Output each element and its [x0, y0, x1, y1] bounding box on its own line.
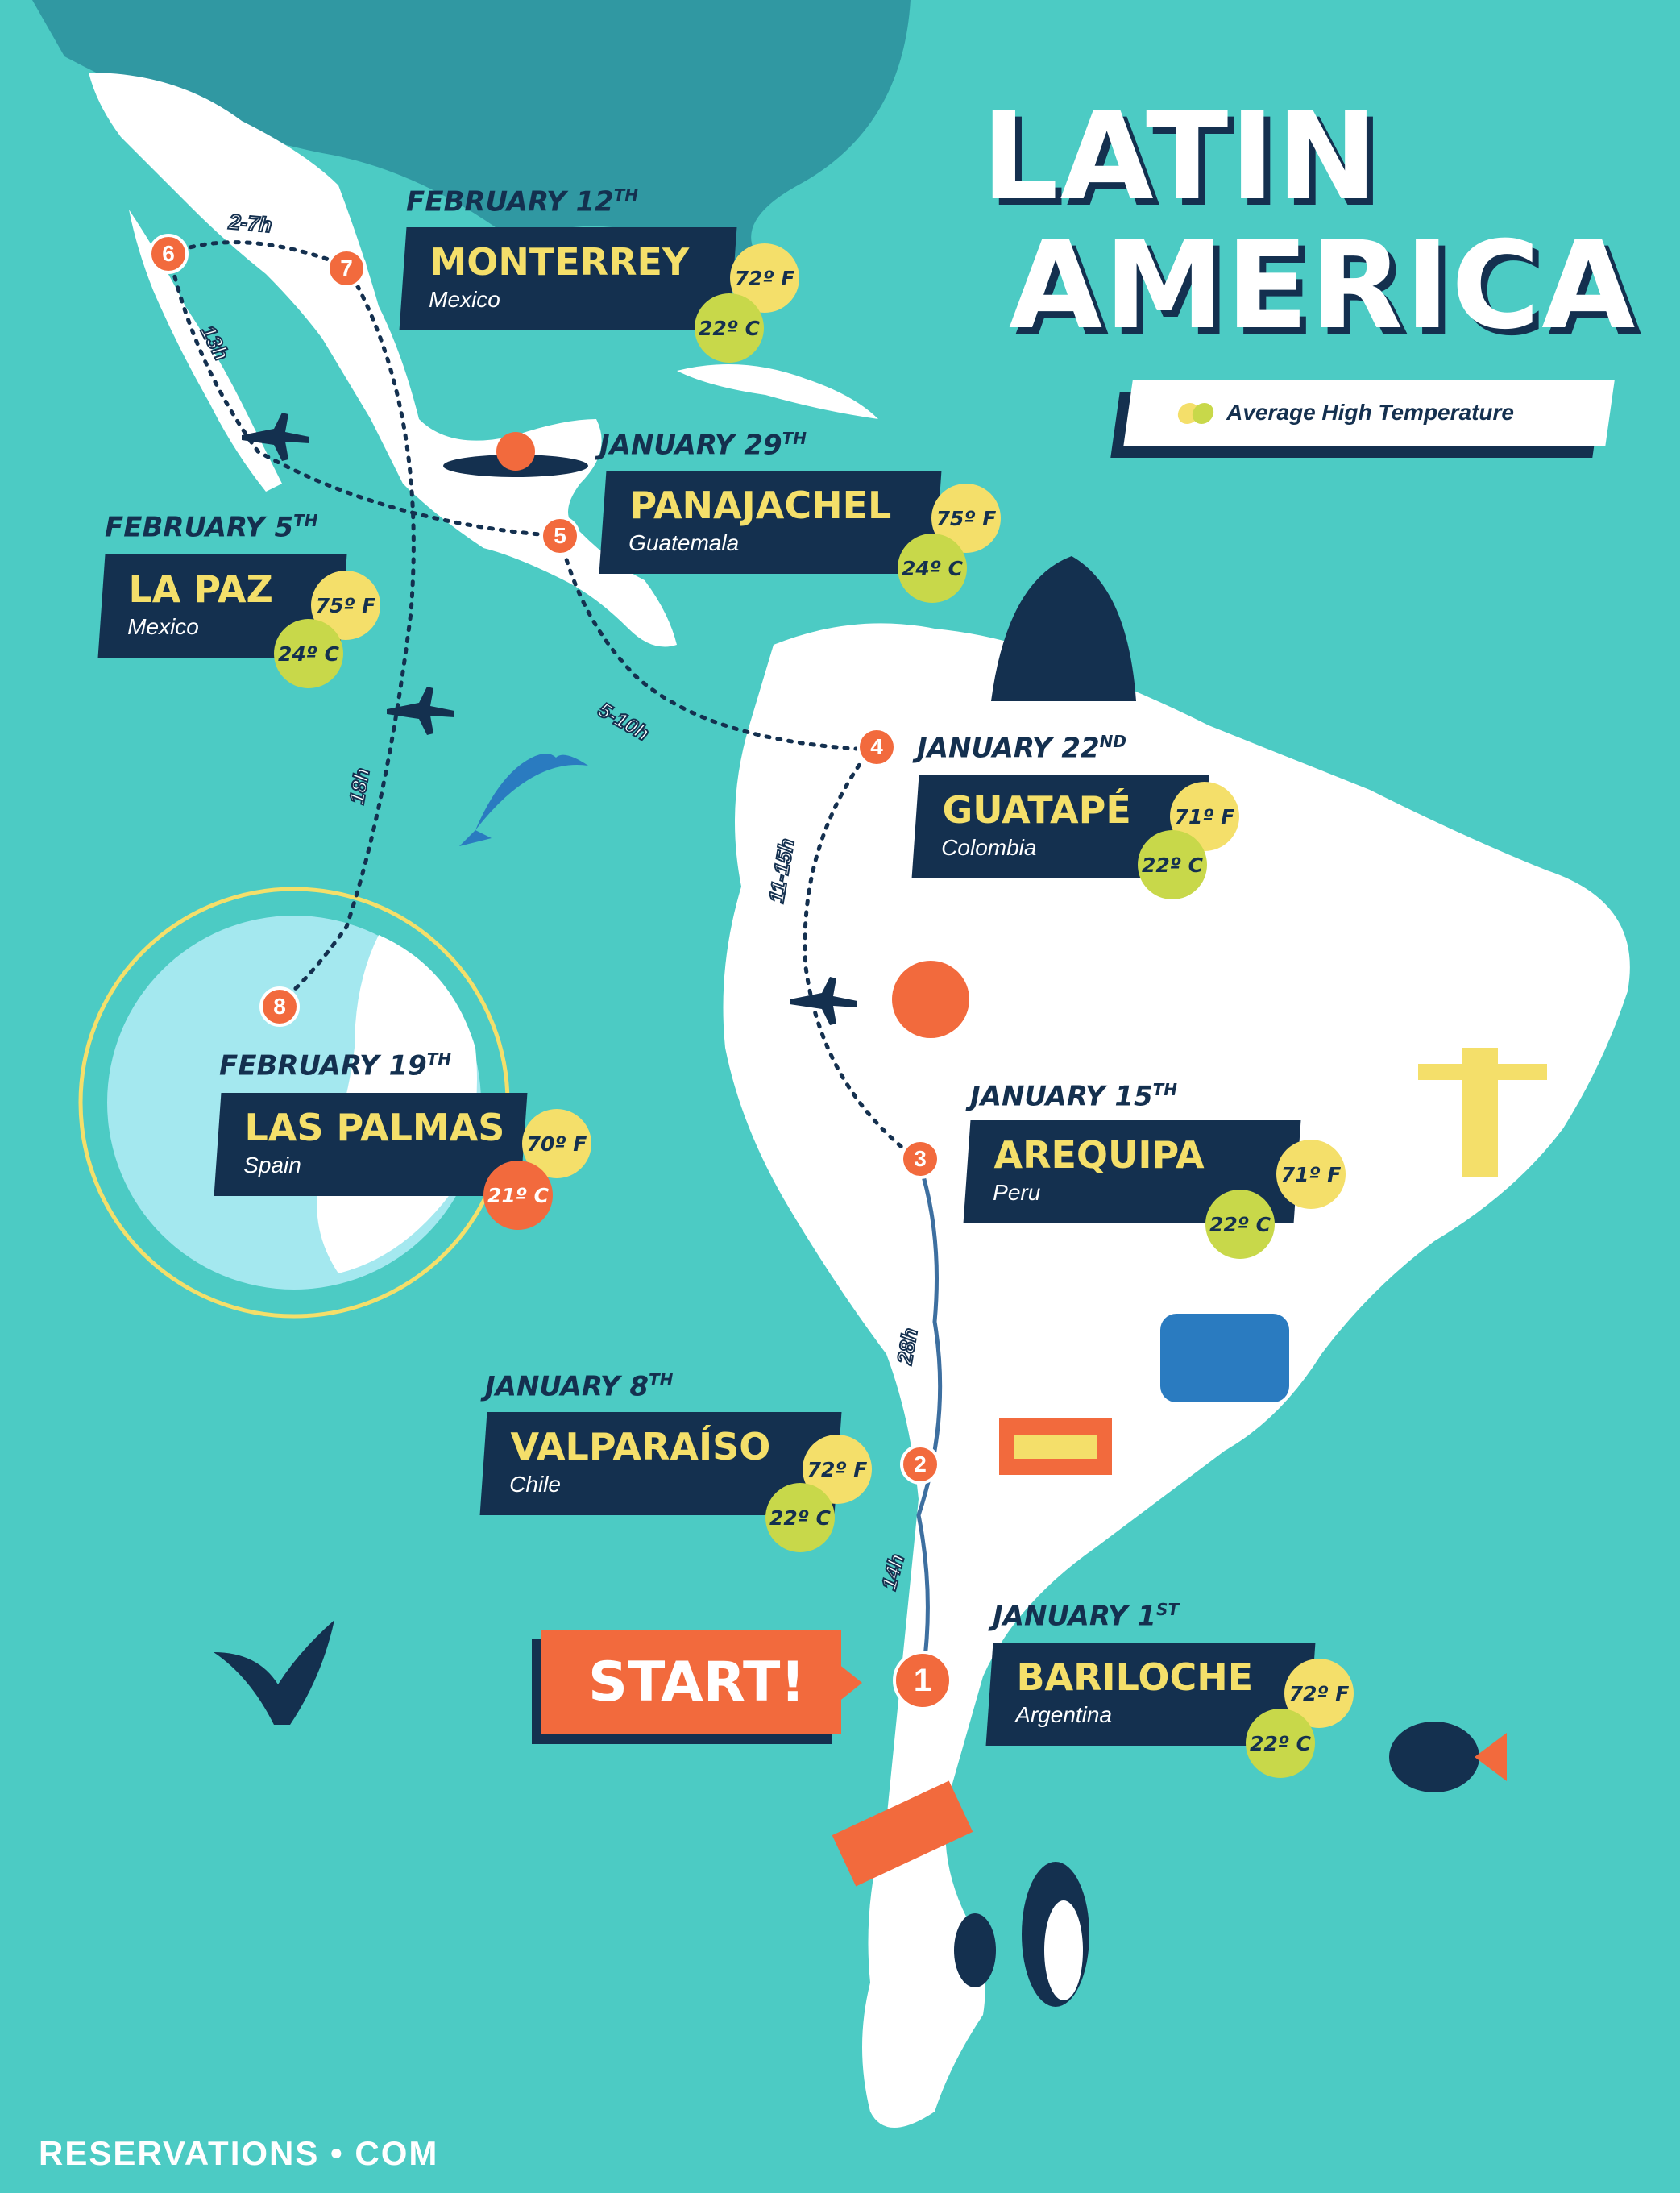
- stop-card-8[interactable]: LAS PALMAS Spain: [214, 1093, 528, 1196]
- shark-icon: [459, 754, 588, 846]
- country-name: Guatemala: [628, 530, 740, 555]
- title-line-1: LATIN: [981, 87, 1379, 227]
- pumpkin-icon: [892, 961, 969, 1038]
- stop-date-2: JANUARY 8TH: [485, 1370, 674, 1403]
- stop-marker-2[interactable]: 2: [900, 1444, 940, 1485]
- anglerfish-icon: [1389, 1722, 1479, 1792]
- country-name: Chile: [509, 1472, 561, 1497]
- city-name: MONTERREY: [429, 240, 690, 284]
- stop-date-7: FEBRUARY 12TH: [406, 185, 639, 218]
- stop-marker-1[interactable]: 1: [893, 1651, 952, 1710]
- temp-c-badge: 24º C: [898, 534, 967, 603]
- country-name: Peru: [993, 1180, 1041, 1205]
- start-pointer: [838, 1663, 862, 1702]
- north-america-land: [89, 73, 677, 647]
- temp-f-badge: 71º F: [1276, 1140, 1346, 1209]
- stop-marker-3[interactable]: 3: [900, 1139, 940, 1179]
- start-banner: START!: [541, 1630, 841, 1734]
- route-4-5: [558, 534, 873, 752]
- stop-date-3: JANUARY 15TH: [970, 1080, 1178, 1113]
- route-6-7: [167, 240, 349, 268]
- legend-label: Average High Temperature: [1226, 400, 1514, 425]
- stop-marker-8[interactable]: 8: [259, 986, 300, 1027]
- baja-california: [129, 210, 282, 492]
- stop-date-5: JANUARY 29TH: [599, 429, 807, 462]
- airplane-icon-2: [387, 687, 454, 735]
- city-name: VALPARAÍSO: [510, 1425, 771, 1468]
- brand-logo[interactable]: RESERVATIONS • COM: [39, 2134, 439, 2172]
- stop-date-1: JANUARY 1ST: [993, 1600, 1180, 1633]
- country-name: Mexico: [127, 614, 199, 639]
- penguin-small-icon: [954, 1913, 996, 1987]
- city-name: AREQUIPA: [993, 1133, 1205, 1177]
- route-7-8: [276, 264, 416, 1006]
- airplane-icon-1: [242, 413, 309, 461]
- country-name: Mexico: [429, 287, 500, 312]
- waterfall-icon: [1160, 1314, 1289, 1402]
- legend: Average High Temperature: [1123, 380, 1615, 446]
- mountain-icon: [991, 556, 1136, 701]
- title-line-2: AMERICA: [1009, 216, 1637, 356]
- duration-label: 2-7h: [227, 209, 274, 239]
- stop-marker-6[interactable]: 6: [148, 234, 189, 274]
- temp-c-badge: 21º C: [483, 1161, 553, 1230]
- temp-f-badge: 72º F: [803, 1435, 872, 1504]
- city-name: GUATAPÉ: [942, 788, 1131, 832]
- country-name: Argentina: [1015, 1702, 1113, 1727]
- city-name: LAS PALMAS: [244, 1106, 505, 1149]
- stop-marker-7[interactable]: 7: [326, 248, 367, 289]
- chocolate-icon: [832, 1780, 973, 1887]
- gulf-water: [32, 0, 911, 266]
- airplane-icon-3: [790, 977, 857, 1025]
- route-1-3: [916, 1160, 943, 1677]
- stop-card-7[interactable]: MONTERREY Mexico: [399, 227, 737, 330]
- temp-c-badge: 22º C: [1138, 830, 1207, 899]
- temp-c-badge: 22º C: [765, 1483, 835, 1552]
- stop-marker-4[interactable]: 4: [857, 727, 897, 767]
- start-label: START!: [588, 1651, 806, 1714]
- temp-c-badge: 24º C: [274, 619, 343, 688]
- country-name: Colombia: [941, 835, 1037, 860]
- route-5-6: [167, 251, 562, 538]
- temp-c-badge: 22º C: [1246, 1709, 1315, 1778]
- stop-date-6: FEBRUARY 5TH: [105, 511, 318, 544]
- country-name: Spain: [243, 1153, 301, 1177]
- route-3-4: [803, 747, 921, 1163]
- stop-marker-5[interactable]: 5: [540, 516, 580, 556]
- temp-c-badge: 22º C: [1205, 1190, 1275, 1259]
- city-name: PANAJACHEL: [629, 484, 892, 527]
- city-name: LA PAZ: [128, 567, 273, 611]
- whale-tail-icon: [214, 1620, 334, 1725]
- city-name: BARILOCHE: [1016, 1655, 1254, 1699]
- stop-date-4: JANUARY 22ND: [917, 732, 1126, 765]
- stop-date-8: FEBRUARY 19TH: [219, 1049, 452, 1082]
- temp-c-badge: 22º C: [695, 293, 764, 363]
- cuba: [677, 364, 878, 419]
- stop-card-5[interactable]: PANAJACHEL Guatemala: [599, 471, 942, 574]
